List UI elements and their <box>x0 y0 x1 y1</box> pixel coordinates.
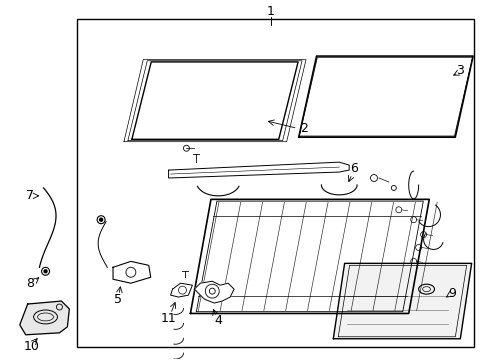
Polygon shape <box>333 264 470 339</box>
Text: 6: 6 <box>349 162 357 175</box>
Text: 5: 5 <box>114 293 122 306</box>
Polygon shape <box>194 281 234 303</box>
Circle shape <box>44 270 47 273</box>
Bar <box>77 19 473 347</box>
Circle shape <box>100 218 102 221</box>
Text: 1: 1 <box>266 5 274 18</box>
Text: 4: 4 <box>214 314 222 327</box>
Text: 10: 10 <box>24 340 40 353</box>
Text: 8: 8 <box>25 277 34 290</box>
Polygon shape <box>168 162 348 178</box>
Text: 9: 9 <box>447 287 455 300</box>
Text: 3: 3 <box>455 64 463 77</box>
Polygon shape <box>113 261 150 283</box>
Polygon shape <box>20 301 69 335</box>
Text: 2: 2 <box>300 122 308 135</box>
Text: 11: 11 <box>161 312 176 325</box>
Text: 7: 7 <box>25 189 34 202</box>
Polygon shape <box>170 283 192 297</box>
